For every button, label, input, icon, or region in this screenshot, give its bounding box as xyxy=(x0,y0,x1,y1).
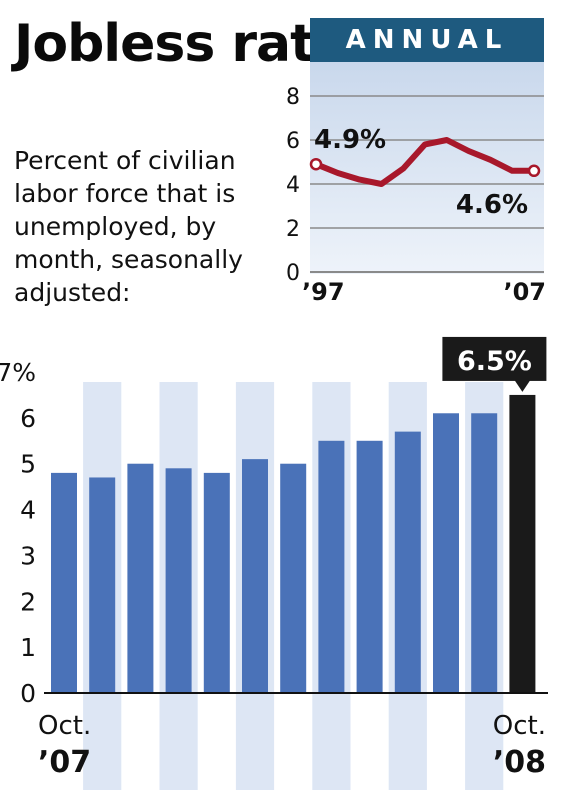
annual-x-tick-label: ’97 xyxy=(302,278,345,306)
annual-y-tick-label: 0 xyxy=(286,261,300,286)
annual-y-tick-label: 8 xyxy=(286,85,300,110)
annual-y-tick-label: 2 xyxy=(286,217,300,242)
annual-point-marker xyxy=(527,164,541,178)
annual-y-tick-label: 6 xyxy=(286,129,300,154)
annual-banner: ANNUAL xyxy=(310,18,544,62)
annual-data-label: 4.9% xyxy=(314,125,386,155)
annual-y-tick-label: 4 xyxy=(286,173,300,198)
annual-x-tick-label: ’07 xyxy=(503,278,546,306)
annual-data-label: 4.6% xyxy=(456,190,528,220)
annual-point-marker xyxy=(309,157,323,171)
chart-subtitle: Percent of civilian labor force that is … xyxy=(14,146,243,307)
annual-series-line xyxy=(313,137,537,187)
chart-title: Jobless rate xyxy=(14,14,349,74)
